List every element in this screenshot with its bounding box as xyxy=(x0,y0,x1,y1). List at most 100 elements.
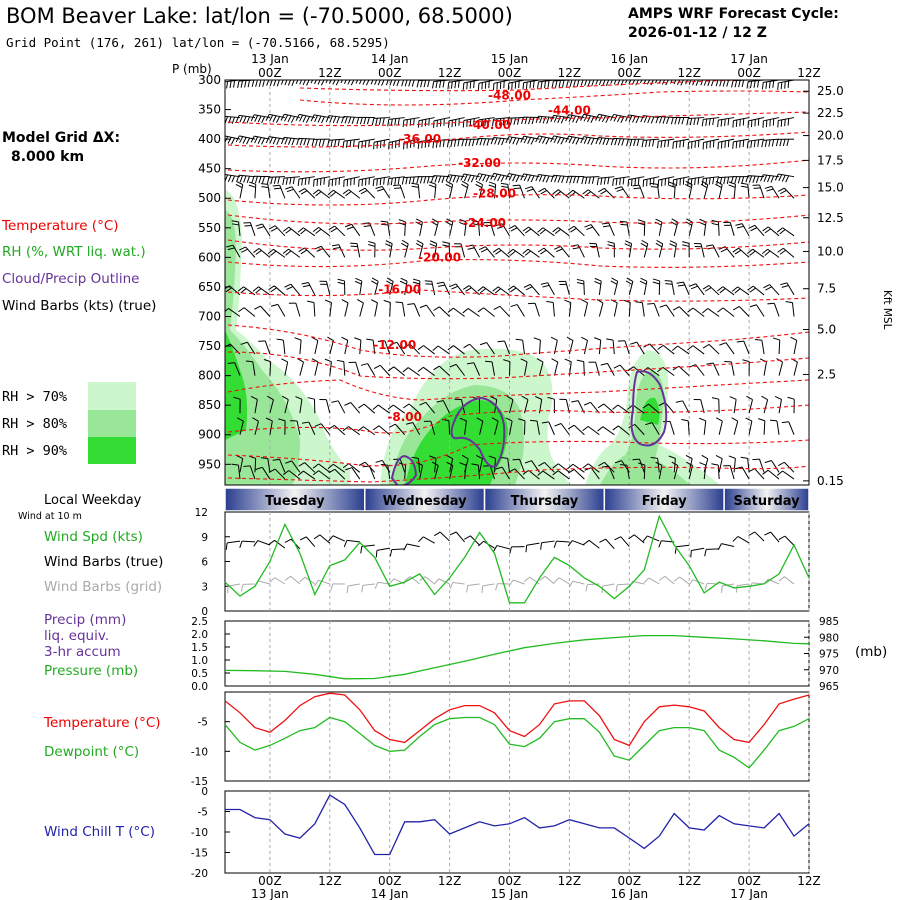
wind-barb-feather xyxy=(779,139,783,147)
wind-barb-feather xyxy=(599,538,606,543)
wind-barb xyxy=(783,247,795,258)
wind-barb-feather xyxy=(495,249,502,255)
wind-barb-feather xyxy=(771,139,775,147)
wind-barb-feather xyxy=(375,459,383,463)
wind-barb-feather xyxy=(765,81,768,89)
temperature-label: Temperature (°C) xyxy=(43,715,161,731)
wind-barb-feather xyxy=(359,80,362,85)
wind-barb-feather xyxy=(450,81,453,89)
wind-barb-feather xyxy=(525,545,528,553)
wind-barb-feather xyxy=(372,404,379,410)
wind-barb-feather xyxy=(461,180,469,186)
wind-barb-feather xyxy=(690,285,698,290)
wind-barb-feather xyxy=(506,118,509,126)
wind-barb-feather xyxy=(648,139,651,147)
wind-barb xyxy=(419,221,423,236)
wind-barb-feather xyxy=(646,80,651,85)
wind-barb-feather xyxy=(686,461,693,466)
wind-barb-feather xyxy=(297,227,304,233)
wind-barb-feather xyxy=(629,139,633,147)
wind-barb xyxy=(498,247,510,258)
y-tick-label: 3 xyxy=(201,581,208,593)
wind-barb-feather xyxy=(380,463,388,466)
wind-barb xyxy=(524,399,529,414)
wind-barb-feather xyxy=(250,395,258,400)
wind-barb-feather xyxy=(525,286,533,291)
wind-speed-line xyxy=(224,514,810,604)
wind-barb-feather xyxy=(269,136,274,144)
wind-barb xyxy=(363,403,376,414)
wind-barb-feather xyxy=(627,179,630,187)
wind-barb xyxy=(483,307,495,317)
wind-barb xyxy=(658,115,675,119)
y-tick-label: -15 xyxy=(191,776,208,788)
wind-barbs-true-label: Wind Barbs (true) xyxy=(44,554,163,570)
wind-barb-feather xyxy=(525,81,528,90)
wind-barb-feather xyxy=(426,176,430,184)
wind-barb xyxy=(608,465,615,480)
wind-barb-feather xyxy=(616,115,621,123)
wind-barb-feather xyxy=(665,283,673,285)
wind-barb xyxy=(658,221,663,236)
wind-barb-feather xyxy=(417,366,424,373)
wind-barb xyxy=(793,340,798,355)
wind-barb-feather xyxy=(632,458,640,461)
wind-barb-feather xyxy=(405,422,413,425)
wind-barb-feather xyxy=(488,181,496,185)
wind-barb-feather xyxy=(415,221,423,226)
wind-barb-feather xyxy=(302,284,310,288)
wind-barb xyxy=(494,421,499,435)
wind-barb xyxy=(467,308,480,317)
wind-barb xyxy=(299,340,302,355)
wind-barb-feather xyxy=(286,188,294,193)
wind-barb-feather xyxy=(530,137,535,145)
wind-barb xyxy=(493,117,510,120)
wind-barb-feather xyxy=(226,81,229,89)
wind-barb xyxy=(612,340,615,355)
wind-barb-feather xyxy=(360,363,368,366)
wind-barb-feather xyxy=(423,80,427,88)
wind-barb xyxy=(776,420,780,435)
wind-barb-feather xyxy=(432,141,435,149)
wind-barb-feather xyxy=(276,138,280,145)
wind-barb-feather xyxy=(520,135,525,143)
wind-barb-feather xyxy=(639,280,647,285)
wind-barb-feather xyxy=(240,584,244,592)
wind-barb-feather xyxy=(246,176,250,183)
wind-barb-feather xyxy=(787,80,790,89)
wind-barb-feather xyxy=(650,80,654,86)
wind-barb-feather xyxy=(571,400,579,403)
wind-barb-feather xyxy=(708,177,711,185)
wind-barb-feather xyxy=(749,304,757,308)
wind-barb xyxy=(741,223,750,237)
wind-barb-feather xyxy=(508,225,516,230)
wind-barb-feather xyxy=(735,585,738,593)
wind-barb-feather xyxy=(431,218,439,223)
wind-barb-feather xyxy=(741,185,749,188)
wind-barb xyxy=(328,115,345,119)
wind-barb xyxy=(373,176,390,180)
wind-barb-feather xyxy=(640,277,648,282)
wind-barb xyxy=(514,468,525,480)
wind-barb xyxy=(687,420,690,435)
wind-barb-feather xyxy=(764,250,771,256)
wind-barb-feather xyxy=(300,190,308,195)
wind-barb xyxy=(403,138,420,143)
wind-barb-feather xyxy=(785,301,793,304)
wind-barb-feather xyxy=(748,175,753,183)
wind-barb xyxy=(468,285,480,296)
top-hour-label: 12Z xyxy=(558,66,582,80)
wind-barb xyxy=(227,540,241,544)
wind-barb xyxy=(620,536,630,547)
wind-barb-feather xyxy=(403,343,411,348)
wind-barb xyxy=(648,577,660,585)
wind-barb xyxy=(763,361,767,376)
wind-barb-feather xyxy=(360,546,363,554)
rh-legend: RH > 70% RH > 80% RH > 90% xyxy=(2,382,136,464)
wind-barb-feather xyxy=(635,301,643,304)
wind-barb xyxy=(651,422,660,435)
wind-barb xyxy=(378,425,391,436)
wind-barb-feather xyxy=(650,456,658,459)
